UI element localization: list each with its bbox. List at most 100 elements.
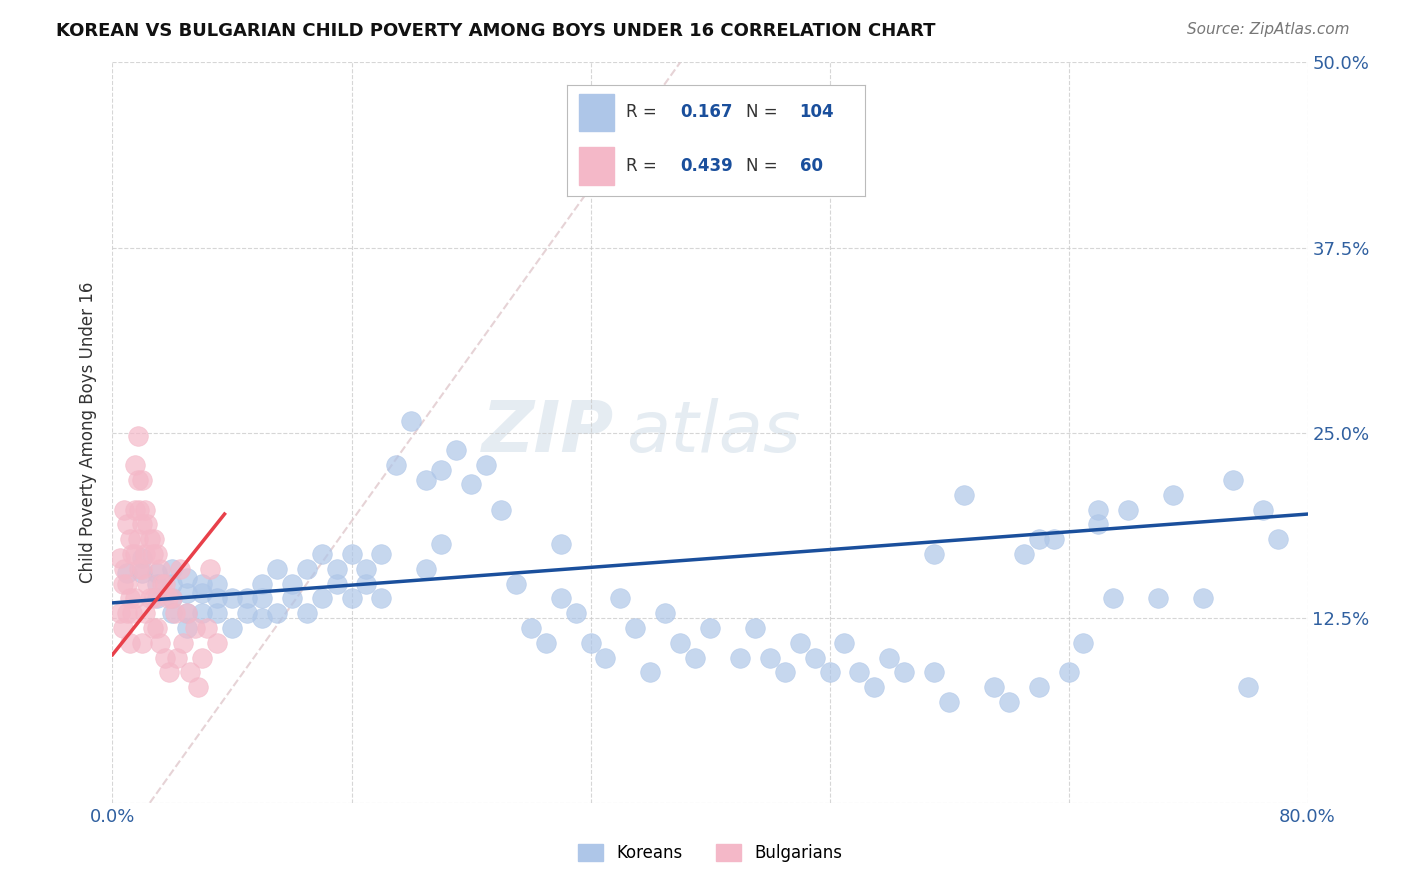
Point — [131, 562, 153, 576]
Point — [759, 650, 782, 665]
Point — [1251, 502, 1274, 516]
Point — [1087, 517, 1109, 532]
Point — [250, 576, 273, 591]
Text: ZIP: ZIP — [482, 398, 614, 467]
Point — [893, 665, 915, 680]
Point — [150, 576, 173, 591]
Point — [124, 547, 146, 561]
Point — [370, 547, 392, 561]
Point — [505, 576, 527, 591]
Point — [114, 562, 135, 576]
Point — [983, 681, 1005, 695]
Point — [401, 414, 423, 428]
Point — [142, 547, 165, 561]
Point — [1057, 665, 1080, 680]
Point — [550, 536, 572, 550]
Point — [134, 607, 156, 621]
Point — [156, 591, 179, 606]
Point — [131, 551, 153, 566]
Point — [121, 607, 143, 621]
Point — [879, 650, 901, 665]
Point — [134, 547, 156, 561]
Point — [120, 533, 142, 547]
Point — [153, 576, 176, 591]
Point — [938, 695, 960, 709]
Y-axis label: Child Poverty Among Boys Under 16: Child Poverty Among Boys Under 16 — [79, 282, 97, 583]
Point — [187, 681, 209, 695]
Text: atlas: atlas — [627, 398, 801, 467]
Point — [146, 591, 169, 606]
Point — [131, 566, 153, 581]
Point — [135, 517, 157, 532]
Point — [520, 621, 543, 635]
Point — [669, 636, 692, 650]
Point — [579, 636, 602, 650]
Point — [139, 591, 162, 606]
Point — [1267, 533, 1289, 547]
Point — [669, 162, 692, 177]
Point — [169, 562, 191, 576]
Point — [120, 591, 142, 606]
Point — [108, 551, 131, 566]
Point — [1118, 502, 1140, 516]
Point — [176, 585, 198, 599]
Point — [117, 566, 139, 581]
Point — [124, 458, 146, 473]
Point — [595, 650, 617, 665]
Point — [281, 591, 304, 606]
Point — [134, 502, 156, 516]
Point — [683, 650, 706, 665]
Point — [221, 591, 243, 606]
Point — [131, 517, 153, 532]
Point — [550, 591, 572, 606]
Point — [127, 533, 149, 547]
Text: Source: ZipAtlas.com: Source: ZipAtlas.com — [1187, 22, 1350, 37]
Point — [1087, 502, 1109, 516]
Point — [172, 636, 194, 650]
Point — [149, 562, 172, 576]
Point — [640, 665, 662, 680]
Point — [162, 591, 183, 606]
Point — [834, 636, 856, 650]
Point — [818, 665, 841, 680]
Point — [191, 607, 214, 621]
Point — [609, 591, 631, 606]
Point — [128, 502, 150, 516]
Point — [1028, 681, 1050, 695]
Point — [124, 591, 146, 606]
Point — [146, 621, 169, 635]
Point — [325, 562, 347, 576]
Point — [385, 458, 408, 473]
Point — [415, 562, 437, 576]
Point — [340, 547, 363, 561]
Point — [146, 547, 169, 561]
Point — [1042, 533, 1064, 547]
Point — [191, 650, 214, 665]
Point — [744, 621, 766, 635]
Point — [1028, 533, 1050, 547]
Point — [166, 650, 188, 665]
Point — [205, 591, 228, 606]
Point — [1102, 591, 1125, 606]
Point — [803, 650, 825, 665]
Point — [121, 547, 143, 561]
Point — [953, 488, 976, 502]
Point — [176, 621, 198, 635]
Point — [117, 576, 139, 591]
Point — [127, 428, 149, 442]
Point — [699, 621, 721, 635]
Point — [489, 502, 512, 516]
Point — [1147, 591, 1170, 606]
Point — [195, 621, 218, 635]
Point — [789, 636, 811, 650]
Point — [143, 591, 166, 606]
Point — [191, 585, 214, 599]
Point — [176, 607, 198, 621]
Point — [124, 502, 146, 516]
Point — [128, 562, 150, 576]
Point — [430, 536, 453, 550]
Point — [922, 665, 945, 680]
Point — [146, 576, 169, 591]
Point — [922, 547, 945, 561]
Point — [131, 636, 153, 650]
